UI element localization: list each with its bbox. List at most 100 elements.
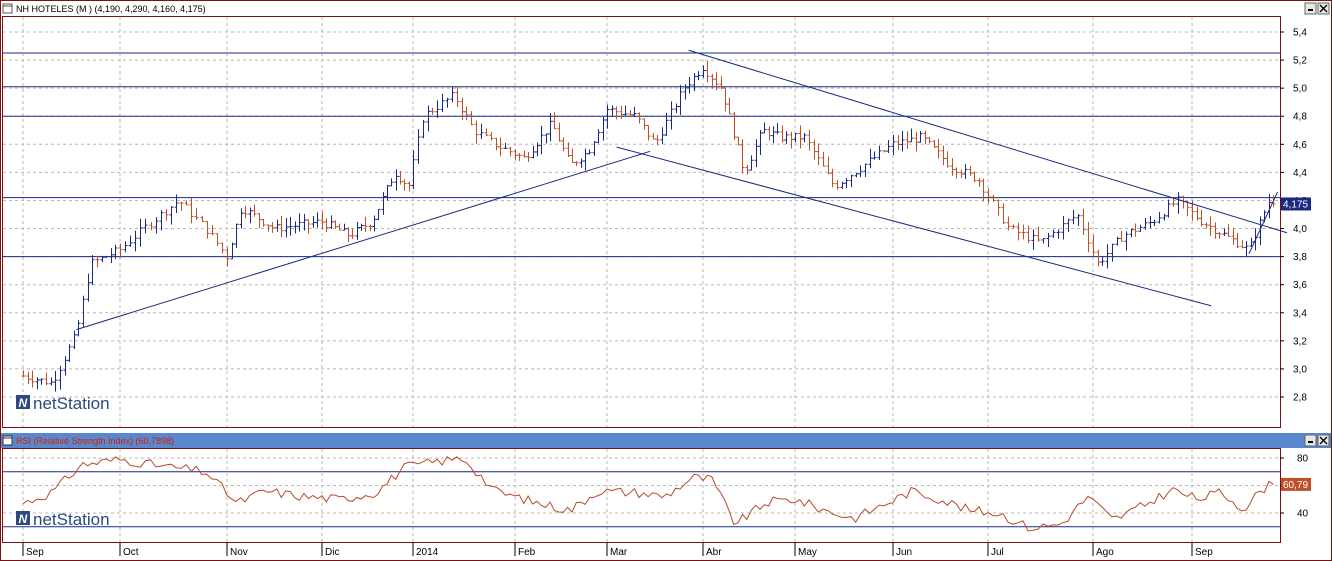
ohlc-bar [552,112,557,130]
ohlc-bar [868,148,873,169]
ohlc-bar [293,221,298,234]
ohlc-bar [623,105,628,116]
ohlc-bar [159,210,164,231]
price-y-tick-label: 3,4 [1293,308,1307,319]
price-y-tick-label: 5,4 [1293,28,1307,39]
ohlc-bar [849,174,854,188]
ohlc-bar [1133,223,1138,237]
ohlc-bar [123,241,128,253]
ohlc-bar [494,137,499,151]
ohlc-bar [479,123,484,140]
ohlc-bar [1006,216,1011,231]
ohlc-bar [945,151,950,168]
ohlc-bar [26,371,31,385]
x-axis-strip [1,543,1331,560]
price-horizontal-levels [3,52,1280,258]
rsi-horizontal-levels [3,471,1280,528]
ohlc-bar [368,224,373,232]
ohlc-bar [646,124,651,141]
ohlc-bar [1124,231,1129,251]
ohlc-bar [1119,230,1124,242]
ohlc-bar [844,177,849,189]
ohlc-bar [469,111,474,126]
ohlc-bar [1100,256,1105,267]
price-y-tick-label: 5,2 [1293,56,1307,67]
x-tick-label: Dic [325,547,339,558]
x-tick-label: Nov [230,547,248,558]
ohlc-bar [411,150,416,190]
ohlc-bar [288,217,293,236]
ohlc-bar [311,215,316,228]
price-window-icon [2,3,13,14]
ohlc-bar [1176,192,1181,214]
ohlc-bar [138,218,143,247]
ohlc-bar [315,212,320,228]
ohlc-bar [389,178,394,187]
ohlc-bar [840,181,845,189]
rsi-minimize-icon[interactable] [1304,434,1317,447]
price-y-tick-label: 3,6 [1293,280,1307,291]
ohlc-bar [484,128,489,137]
price-y-tick-label: 3,0 [1293,364,1307,375]
ohlc-bar [1222,228,1227,236]
ohlc-bar [149,222,154,231]
x-axis: Sep Oct Nov Dic 2014 Feb Mar Abr May Jun Jul Ago Sep [22,543,1213,558]
ohlc-bar [337,223,342,231]
ohlc-bar [1213,222,1218,239]
ohlc-bar [950,158,955,176]
ohlc-bar [991,194,996,202]
ohlc-bar [430,107,435,115]
ohlc-bar [398,171,403,185]
ohlc-bar [1148,215,1153,229]
x-tick-label: Mar [610,547,628,558]
ohlc-bar [128,235,133,247]
ohlc-bar [732,112,737,141]
ohlc-bar [385,184,390,201]
ohlc-bar [719,76,724,89]
ohlc-bar [257,213,262,229]
trendline [76,150,651,331]
ohlc-bar [133,230,138,252]
ohlc-bar [678,85,683,116]
ohlc-bar [39,378,44,385]
trendline [1248,191,1278,255]
ohlc-bar [789,131,794,149]
ohlc-bar [687,77,692,94]
ohlc-bar [402,179,407,191]
rsi-gridlines [3,449,1280,542]
ohlc-bar [535,142,540,157]
ohlc-bar [333,220,338,229]
ohlc-bar [1208,216,1213,236]
ohlc-bar [184,200,189,206]
ohlc-bar [1036,226,1041,242]
price-minimize-icon[interactable] [1304,2,1317,15]
price-y-axis: 5,45,25,04,84,64,44,24,03,83,63,43,23,02… [1280,28,1307,404]
ohlc-bar [1195,206,1200,221]
ohlc-bar [1249,237,1254,247]
ohlc-bar [674,103,679,113]
netstation-logo-icon [16,511,30,525]
ohlc-bar [821,151,826,167]
price-close-icon[interactable] [1317,2,1330,15]
ohlc-bar [619,105,624,119]
price-y-tick-label: 3,2 [1293,336,1307,347]
rsi-series-line [22,456,1274,532]
ohlc-bar [1051,229,1056,238]
ohlc-bar [936,138,941,159]
ohlc-bar [200,215,205,222]
ohlc-bar [445,97,450,108]
ohlc-bar [972,171,977,183]
rsi-last-badge: 60,79 [1281,477,1311,491]
ohlc-bar [63,356,68,376]
price-header-bar [1,1,1331,16]
ohlc-bar [812,139,817,160]
ohlc-bar [35,377,40,390]
ohlc-bar [927,137,932,144]
ohlc-bar [464,106,469,121]
ohlc-bar [574,161,579,167]
ohlc-bar [1115,236,1120,246]
ohlc-bar [363,216,368,232]
rsi-close-icon[interactable] [1317,434,1330,447]
ohlc-bar [1041,238,1046,244]
ohlc-bar [86,273,91,302]
